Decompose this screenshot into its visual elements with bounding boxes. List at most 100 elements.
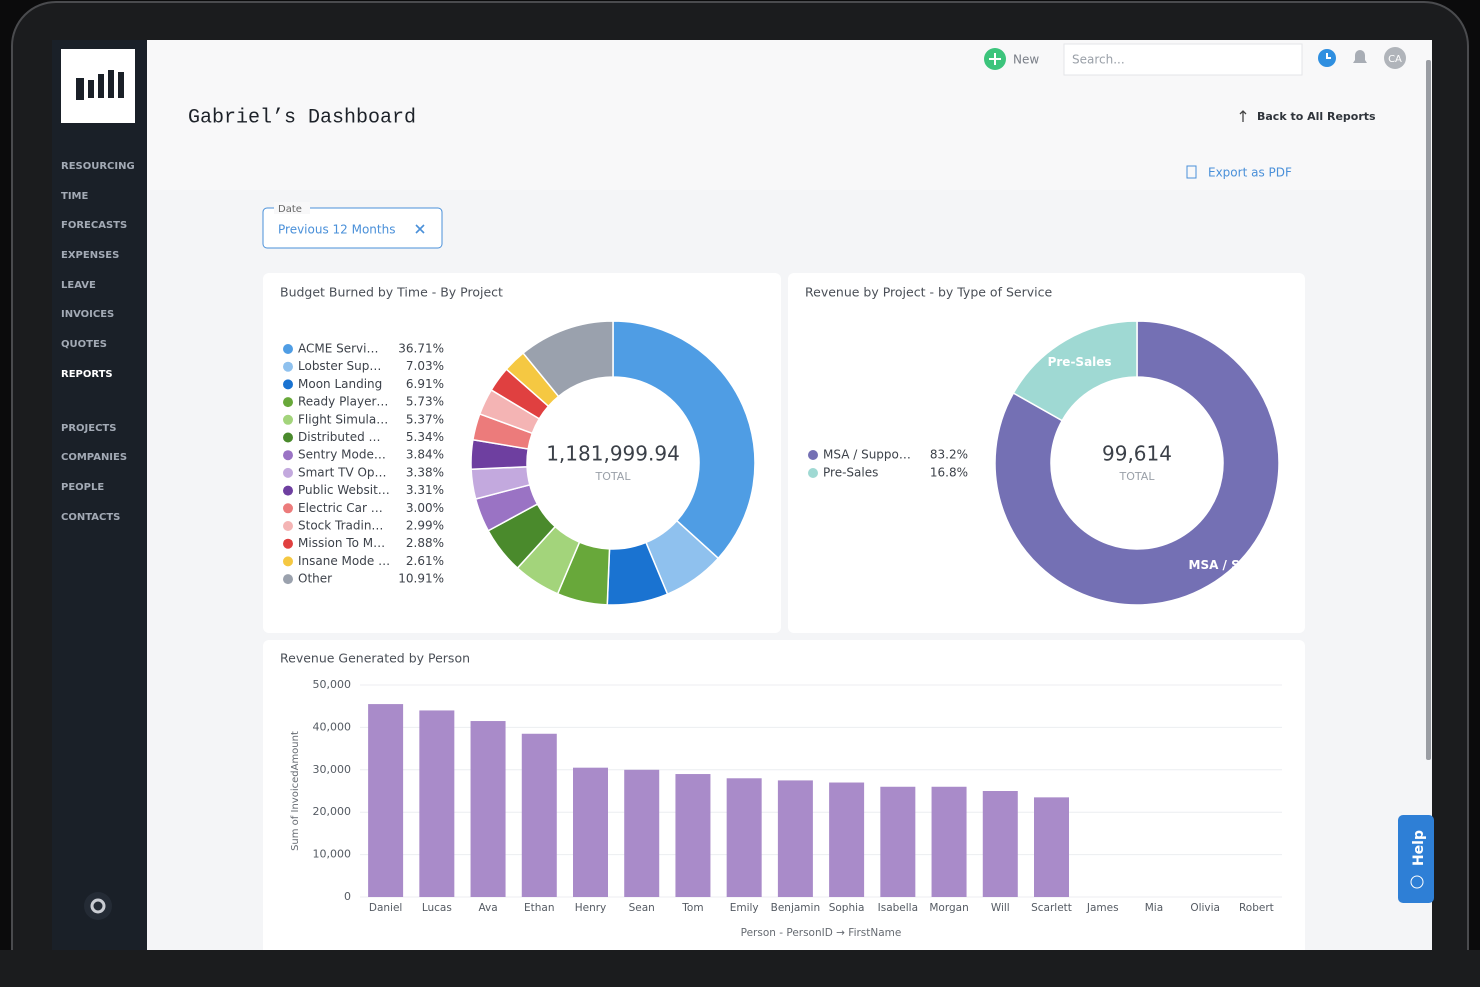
avatar[interactable]: [1384, 47, 1406, 69]
settings-icon: [90, 898, 106, 914]
bar[interactable]: [777, 780, 813, 897]
nav-item[interactable]: EXPENSES: [61, 250, 119, 261]
bar[interactable]: [931, 786, 967, 897]
export-link[interactable]: Export as PDF: [1208, 166, 1292, 180]
bar[interactable]: [726, 778, 762, 897]
settings-button[interactable]: [84, 892, 112, 920]
nav-item[interactable]: TIME: [61, 191, 88, 202]
y-tick-label: 20,000: [313, 805, 352, 818]
date-filter[interactable]: [262, 207, 443, 249]
x-tick-label: Benjamin: [771, 902, 820, 914]
filter-clear[interactable]: [415, 224, 425, 234]
bar[interactable]: [624, 769, 660, 897]
bar[interactable]: [829, 782, 865, 897]
legend-swatch: [283, 574, 293, 585]
filter-label-bg: [274, 202, 310, 214]
help-button[interactable]: [1398, 815, 1434, 903]
x-tick-label: Robert: [1239, 902, 1274, 914]
legend-swatch: [808, 468, 818, 478]
legend-label[interactable]: MSA / Suppo…: [823, 448, 911, 462]
bell-icon[interactable]: [1353, 50, 1367, 63]
nav-item[interactable]: INVOICES: [61, 309, 114, 320]
bar[interactable]: [1034, 797, 1069, 897]
new-label[interactable]: New: [1013, 53, 1039, 67]
help-icon: [1410, 875, 1424, 889]
x-tick-label: Daniel: [369, 902, 402, 914]
legend-value: 16.8%: [930, 466, 968, 480]
x-tick-label: Ethan: [524, 902, 555, 914]
legend-label[interactable]: Insane Mode …: [298, 554, 390, 568]
filter-label: Date: [278, 204, 302, 215]
bar[interactable]: [470, 721, 506, 897]
legend-swatch: [283, 503, 293, 514]
nav-item[interactable]: COMPANIES: [61, 452, 127, 463]
legend-label[interactable]: Public Websit…: [298, 483, 390, 497]
back-link[interactable]: Back to All Reports: [1257, 110, 1376, 123]
nav-item[interactable]: LEAVE: [61, 280, 96, 291]
legend-value: 83.2%: [930, 448, 968, 462]
legend-label[interactable]: Ready Player…: [298, 395, 388, 409]
nav-item[interactable]: QUOTES: [61, 339, 107, 350]
nav-item[interactable]: PROJECTS: [61, 423, 116, 434]
x-tick-label: Isabella: [878, 902, 918, 914]
x-tick-label: Lucas: [422, 902, 452, 914]
bar[interactable]: [419, 710, 455, 897]
bar[interactable]: [521, 733, 557, 897]
legend-swatch: [283, 485, 293, 496]
legend-label[interactable]: Moon Landing: [298, 377, 382, 391]
legend-label[interactable]: Lobster Sup…: [298, 359, 381, 373]
legend-label[interactable]: Flight Simula…: [298, 412, 388, 426]
donut-slice[interactable]: [1012, 320, 1138, 422]
x-tick-label: Morgan: [929, 902, 968, 914]
x-tick-label: Mia: [1145, 902, 1163, 914]
donut-slice[interactable]: [994, 320, 1280, 606]
nav-item[interactable]: PEOPLE: [61, 482, 104, 493]
plus-icon: [989, 53, 1001, 65]
y-tick-label: 30,000: [313, 763, 352, 776]
nav-item[interactable]: CONTACTS: [61, 512, 120, 523]
slice-label: MSA / Su…: [1189, 558, 1261, 572]
filter-value: Previous 12 Months: [278, 223, 395, 237]
legend-label[interactable]: Distributed …: [298, 430, 381, 444]
legend-swatch: [808, 450, 818, 460]
legend-label[interactable]: Stock Tradin…: [298, 519, 383, 533]
sidebar: [52, 40, 148, 950]
legend-swatch: [283, 361, 293, 372]
legend-label[interactable]: ACME Servi…: [298, 342, 379, 356]
legend-value: 3.38%: [406, 465, 444, 479]
x-tick-label: Scarlett: [1031, 902, 1072, 914]
legend-value: 2.61%: [406, 554, 444, 568]
bar[interactable]: [573, 767, 608, 897]
donut-slice[interactable]: [612, 320, 756, 560]
frame-bottom: [0, 950, 1480, 987]
bar[interactable]: [368, 704, 404, 897]
chart-title: Revenue Generated by Person: [280, 651, 470, 666]
slice-label: Pre-Sales: [1048, 355, 1112, 369]
legend-value: 2.88%: [406, 536, 444, 550]
legend-value: 3.31%: [406, 483, 444, 497]
chart-title: Budget Burned by Time - By Project: [280, 285, 503, 300]
chart-title: Revenue by Project - by Type of Service: [805, 285, 1052, 300]
legend-swatch: [283, 432, 293, 443]
legend-label[interactable]: Sentry Mode…: [298, 448, 386, 462]
legend-value: 5.37%: [406, 412, 444, 426]
nav-item[interactable]: RESOURCING: [61, 161, 135, 172]
legend-swatch: [283, 538, 293, 549]
legend-value: 36.71%: [398, 342, 444, 356]
search-box[interactable]: [1063, 43, 1303, 76]
bar[interactable]: [880, 786, 916, 897]
legend-label[interactable]: Smart TV Op…: [298, 465, 387, 479]
donut-slice[interactable]: [522, 320, 614, 398]
legend-swatch: [283, 414, 293, 425]
bar[interactable]: [675, 774, 711, 897]
legend-label[interactable]: Mission To M…: [298, 536, 385, 550]
back-icon: [1239, 110, 1247, 122]
legend-label[interactable]: Pre-Sales: [823, 466, 878, 480]
nav-item[interactable]: FORECASTS: [61, 220, 127, 231]
legend-label[interactable]: Electric Car …: [298, 501, 383, 515]
legend-label[interactable]: Other: [298, 572, 332, 586]
nav-item[interactable]: REPORTS: [61, 369, 113, 380]
x-tick-label: Henry: [575, 902, 607, 914]
bar[interactable]: [982, 791, 1018, 897]
